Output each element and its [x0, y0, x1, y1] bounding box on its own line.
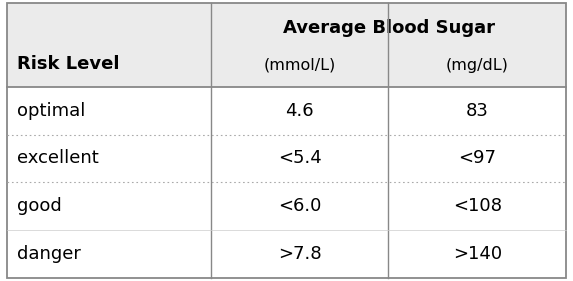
Text: <108: <108: [453, 197, 502, 215]
Text: >140: >140: [453, 245, 502, 263]
Text: <5.4: <5.4: [278, 149, 321, 167]
Text: >7.8: >7.8: [278, 245, 321, 263]
Bar: [7, 3, 566, 87]
Text: danger: danger: [17, 245, 81, 263]
Text: (mg/dL): (mg/dL): [446, 58, 509, 73]
Text: 4.6: 4.6: [285, 102, 314, 120]
Text: Average Blood Sugar: Average Blood Sugar: [282, 19, 494, 37]
Text: (mmol/L): (mmol/L): [264, 58, 336, 73]
Text: <97: <97: [458, 149, 496, 167]
Bar: [7, 87, 566, 278]
Text: excellent: excellent: [17, 149, 99, 167]
Text: <6.0: <6.0: [278, 197, 321, 215]
Text: Risk Level: Risk Level: [17, 55, 119, 73]
Text: good: good: [17, 197, 62, 215]
Text: optimal: optimal: [17, 102, 85, 120]
Text: 83: 83: [466, 102, 489, 120]
